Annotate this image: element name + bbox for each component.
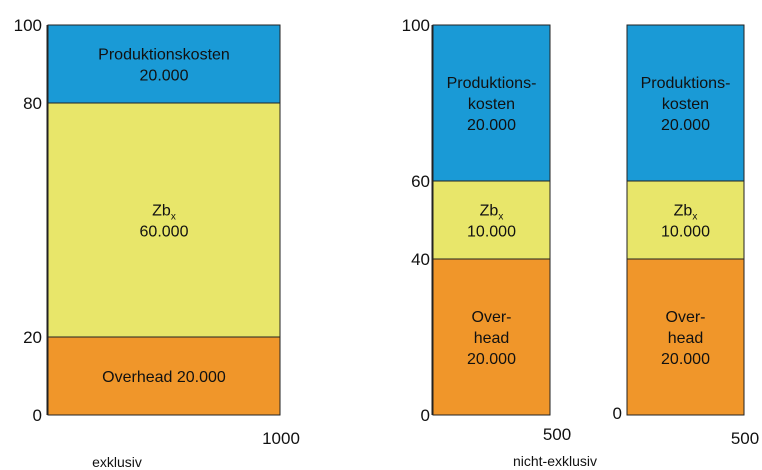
y-tick-label: 80 (23, 94, 42, 113)
y-tick-label: 0 (613, 404, 622, 423)
segment-label: Produktions- (447, 75, 537, 92)
y-tick-label: 100 (402, 16, 430, 35)
bar-segment (47, 336, 281, 416)
segment-label: kosten (662, 96, 709, 113)
segment-label: Produktionskosten (98, 47, 230, 64)
segment-label: Over- (472, 309, 512, 326)
segment-label: Over- (666, 309, 706, 326)
chart-panel-nicht-exklusiv: Over-head20.000Zbx10.000Produktions-kost… (402, 16, 760, 469)
y-tick-label: 100 (14, 16, 42, 35)
x-end-label: 500 (731, 429, 759, 448)
bar-segment (47, 24, 281, 104)
y-tick-label: 0 (33, 406, 42, 425)
segment-label: Zbx (674, 203, 698, 223)
y-tick-label: 60 (411, 172, 430, 191)
segment-label: Overhead 20.000 (102, 369, 226, 386)
segment-label: 20.000 (661, 117, 710, 134)
segment-label: 20.000 (467, 117, 516, 134)
bar-segment (47, 102, 281, 338)
bar-segment (626, 24, 745, 182)
segment-label: 10.000 (467, 224, 516, 241)
segment-label: Produktions- (641, 75, 731, 92)
segment-label: kosten (468, 96, 515, 113)
segment-label: 20.000 (467, 351, 516, 368)
y-tick-label: 20 (23, 328, 42, 347)
segment-label: 10.000 (661, 224, 710, 241)
bar-segment (432, 24, 551, 182)
segment-label: 20.000 (661, 351, 710, 368)
y-tick-label: 0 (421, 406, 430, 425)
segment-label: head (668, 330, 704, 347)
x-end-label: 1000 (262, 429, 300, 448)
y-tick-label: 40 (411, 250, 430, 269)
x-end-label: 500 (543, 425, 571, 444)
x-axis-label: nicht-exklusiv (513, 453, 597, 469)
segment-label: 20.000 (140, 68, 189, 85)
segment-label: 60.000 (140, 224, 189, 241)
bar-segment (626, 180, 745, 260)
segment-label: Zbx (152, 203, 176, 223)
segment-label: head (474, 330, 510, 347)
x-axis-label: exklusiv (92, 454, 142, 470)
bar-segment (432, 180, 551, 260)
segment-label: Zbx (480, 203, 504, 223)
